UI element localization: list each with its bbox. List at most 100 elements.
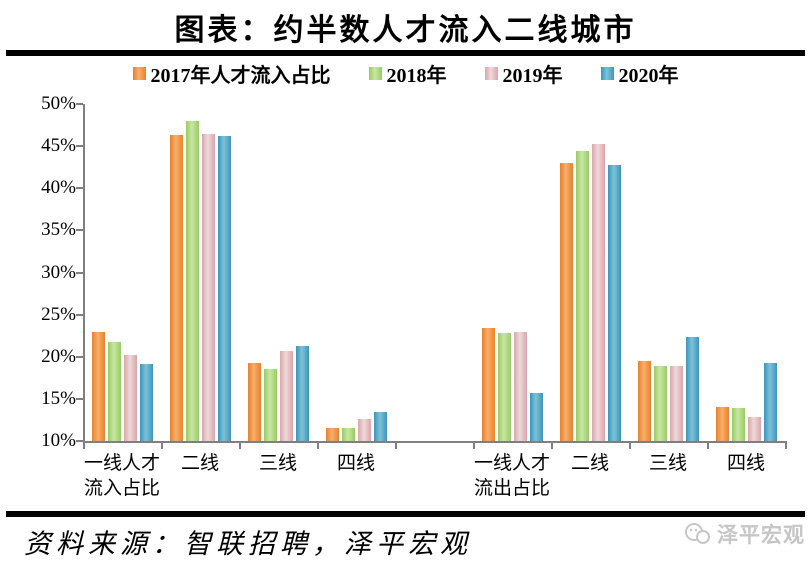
bar xyxy=(575,151,589,441)
y-tick xyxy=(76,397,83,400)
bar xyxy=(559,162,573,441)
y-axis-label: 45% xyxy=(41,135,76,157)
y-tick xyxy=(76,187,83,190)
brand-logo: 泽平宏观 xyxy=(683,519,805,549)
bar xyxy=(607,164,621,441)
legend-item: 2020年 xyxy=(600,59,679,88)
x-axis-label: 二线 xyxy=(551,451,629,476)
bar xyxy=(637,360,651,441)
y-tick xyxy=(76,440,83,442)
bar xyxy=(201,134,215,441)
bar xyxy=(325,427,339,441)
y-axis-label: 15% xyxy=(41,387,76,409)
legend-item: 2017年人才流入占比 xyxy=(132,59,331,88)
bar xyxy=(295,345,309,441)
bar xyxy=(373,412,387,441)
x-tick xyxy=(83,443,85,449)
bar xyxy=(497,333,511,441)
bottom-divider xyxy=(6,511,805,517)
bar xyxy=(357,419,371,441)
y-tick xyxy=(76,145,83,148)
brand-text: 泽平宏观 xyxy=(717,523,805,547)
top-divider xyxy=(6,50,805,56)
bar xyxy=(763,362,777,441)
y-axis-label: 30% xyxy=(41,261,76,283)
bar xyxy=(279,350,293,441)
legend-label: 2017年人才流入占比 xyxy=(150,65,331,87)
y-tick xyxy=(76,355,83,358)
x-axis-label-line: 一线人才 xyxy=(83,453,160,474)
legend-label: 2019年 xyxy=(502,65,563,87)
bar xyxy=(217,136,231,441)
legend-item: 2018年 xyxy=(368,59,447,88)
y-tick xyxy=(76,271,83,274)
x-tick xyxy=(707,443,709,449)
legend-swatch-icon xyxy=(132,67,146,80)
y-tick xyxy=(76,229,83,232)
x-axis-label: 三线 xyxy=(239,451,317,476)
bar xyxy=(247,362,261,441)
x-tick xyxy=(785,443,787,449)
bar xyxy=(139,364,153,441)
bar xyxy=(591,143,605,441)
x-axis-label: 一线人才 流入占比 xyxy=(83,451,161,501)
x-axis xyxy=(83,441,787,443)
legend-swatch-icon xyxy=(368,67,382,80)
y-tick xyxy=(76,313,83,316)
page-title: 图表：约半数人才流入二线城市 xyxy=(174,14,637,47)
x-tick xyxy=(473,443,475,449)
bar xyxy=(341,427,355,441)
bar xyxy=(185,120,199,441)
bar xyxy=(685,336,699,441)
bar xyxy=(91,332,105,441)
x-axis-label: 一线人才 流出占比 xyxy=(473,451,551,501)
x-axis-label-line: 四线 xyxy=(336,453,375,474)
x-axis-label: 二线 xyxy=(161,451,239,476)
y-axis-label: 40% xyxy=(41,177,76,199)
y-axis-label: 35% xyxy=(41,219,76,241)
x-tick xyxy=(629,443,631,449)
y-axis-label: 50% xyxy=(41,93,76,114)
legend-label: 2020年 xyxy=(618,65,679,87)
x-axis-label-line: 二线 xyxy=(570,453,609,474)
y-axis-label: 25% xyxy=(41,303,76,325)
x-tick xyxy=(239,443,241,449)
bar xyxy=(263,368,277,441)
bar xyxy=(513,332,527,441)
bar xyxy=(123,355,137,441)
brand-bubbles-icon xyxy=(683,522,713,546)
x-axis-label-line: 三线 xyxy=(648,453,687,474)
y-axis xyxy=(83,104,85,443)
legend-label: 2018年 xyxy=(386,65,447,87)
y-axis-label: 20% xyxy=(41,345,76,367)
legend-swatch-icon xyxy=(600,67,614,80)
bar xyxy=(529,392,543,441)
x-axis-label: 四线 xyxy=(707,451,785,476)
x-axis-label-line: 流出占比 xyxy=(473,478,550,499)
bar xyxy=(653,366,667,441)
x-axis-label-line: 一线人才 xyxy=(473,453,550,474)
x-axis-label-line: 流入占比 xyxy=(83,478,160,499)
bar xyxy=(731,408,745,441)
legend-item: 2019年 xyxy=(484,59,563,88)
bar xyxy=(481,328,495,441)
chart-legend: 2017年人才流入占比 2018年 2019年 2020年 xyxy=(0,59,811,88)
x-axis-label: 四线 xyxy=(317,451,395,476)
x-tick xyxy=(317,443,319,449)
x-axis-label-line: 二线 xyxy=(180,453,219,474)
y-axis-label: 10% xyxy=(41,430,76,451)
legend-swatch-icon xyxy=(484,67,498,80)
x-tick xyxy=(395,443,397,449)
x-tick xyxy=(551,443,553,449)
bar xyxy=(715,407,729,441)
bar xyxy=(107,341,121,441)
source-text: 资料来源：智联招聘，泽平宏观 xyxy=(24,529,472,559)
x-axis-label-line: 三线 xyxy=(258,453,297,474)
x-tick xyxy=(161,443,163,449)
y-tick xyxy=(76,103,83,105)
x-axis-label: 三线 xyxy=(629,451,707,476)
x-axis-label-line: 四线 xyxy=(726,453,765,474)
bar xyxy=(747,416,761,441)
